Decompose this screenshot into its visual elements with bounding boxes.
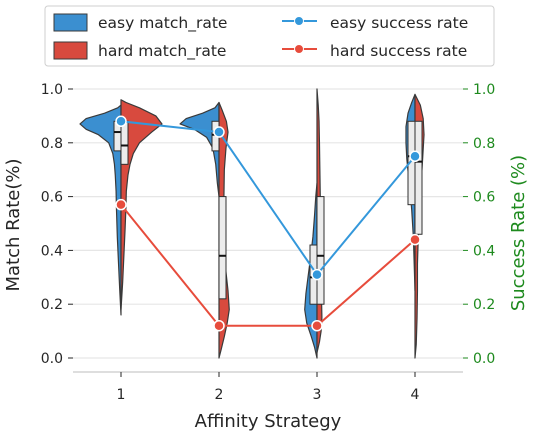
x-axis-title: Affinity Strategy	[195, 411, 342, 432]
violin-layer	[79, 88, 425, 359]
success-point-hard-4	[409, 233, 421, 246]
ytick-label-5: 1.0	[41, 82, 63, 98]
legend-marker-hard-success	[294, 44, 304, 54]
violin-hard-1	[120, 99, 163, 311]
ytick-label-4: 0.8	[41, 136, 63, 152]
success-point-hard-2	[213, 319, 225, 332]
y2-tick-labels: 0.0 0.2 0.4 0.6 0.8 1.0	[463, 82, 495, 367]
legend-marker-easy-success	[294, 16, 304, 26]
legend-label-hard-success: hard success rate	[330, 42, 467, 60]
success-line-hard	[120, 204, 416, 327]
success-line-layer	[115, 115, 421, 332]
violin-easy-2	[179, 101, 220, 198]
box-layer	[113, 120, 423, 305]
x-tick-labels: 1 2 3 4	[117, 372, 420, 403]
success-line-easy	[120, 120, 416, 277]
legend-label-hard-match: hard match_rate	[98, 42, 226, 61]
success-point-easy-2	[213, 126, 225, 138]
ytick-label-2: 0.4	[41, 243, 63, 259]
legend-label-easy-success: easy success rate	[330, 14, 468, 32]
box-hard-3	[316, 196, 325, 305]
y2-axis-title: Success Rate (%)	[508, 155, 529, 311]
xtick-label-1: 2	[215, 387, 224, 403]
success-point-hard-1	[115, 198, 127, 211]
ytick-label-3: 0.6	[41, 190, 63, 206]
y-tick-labels: 0.0 0.2 0.4 0.6 0.8 1.0	[41, 82, 73, 367]
legend-label-easy-match: easy match_rate	[98, 14, 227, 33]
box-hard-4	[414, 120, 423, 235]
success-point-easy-3	[311, 268, 323, 281]
xtick-label-2: 3	[313, 387, 322, 403]
ytick-label-0: 0.0	[41, 351, 63, 367]
success-point-easy-4	[409, 150, 421, 162]
box-hard-2	[218, 196, 227, 300]
y2tick-label-3: 0.6	[473, 190, 495, 206]
y2tick-label-1: 0.2	[473, 297, 495, 313]
legend-frame	[44, 5, 495, 67]
xtick-label-3: 4	[411, 387, 420, 403]
legend: easy match_rate hard match_rate easy suc…	[44, 5, 495, 67]
legend-swatch-easy-match	[53, 13, 88, 32]
ytick-label-1: 0.2	[41, 297, 63, 313]
box-hard-1	[120, 120, 129, 165]
legend-swatch-hard-match	[53, 41, 88, 60]
success-point-easy-1	[115, 115, 127, 128]
xtick-label-0: 1	[117, 387, 126, 403]
y2tick-label-4: 0.8	[473, 136, 495, 152]
y-axis-title: Match Rate(%)	[3, 158, 24, 291]
success-point-hard-3	[311, 319, 323, 332]
y2tick-label-2: 0.4	[473, 243, 495, 259]
y2tick-label-0: 0.0	[473, 351, 495, 367]
y2tick-label-5: 1.0	[473, 82, 495, 98]
